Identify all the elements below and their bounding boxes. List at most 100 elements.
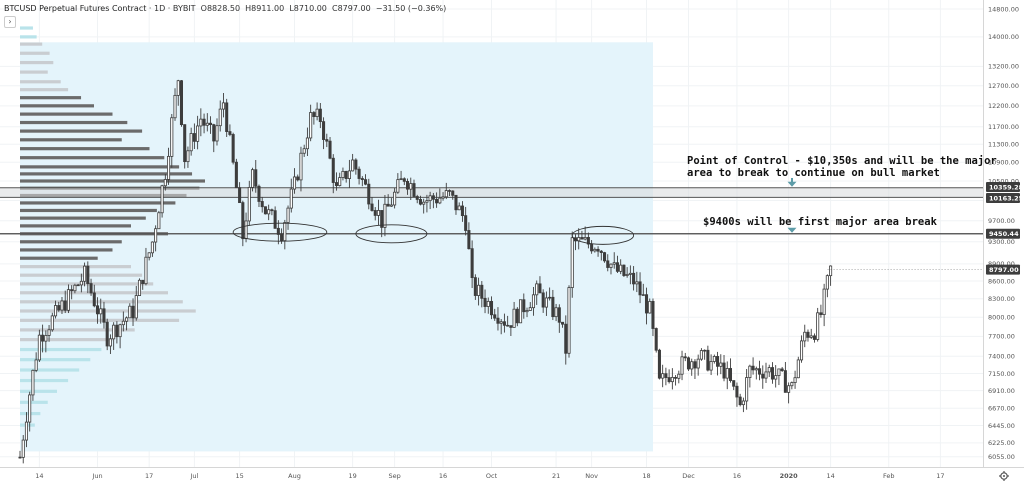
candle-body xyxy=(790,382,794,387)
candle-body xyxy=(380,210,384,228)
candle-body xyxy=(44,335,48,342)
chart-header: BTCUSD Perpetual Futures Contract · 1D ·… xyxy=(4,4,447,13)
candle-body xyxy=(170,117,174,157)
candle-body xyxy=(754,368,758,371)
volume-profile-bar xyxy=(20,156,165,160)
volume-profile-bar xyxy=(20,378,69,383)
candle-body xyxy=(231,134,235,163)
candle-body xyxy=(460,205,464,217)
candle-body xyxy=(719,362,723,367)
candle-body xyxy=(561,321,565,325)
candle-body xyxy=(292,176,297,190)
candle-body xyxy=(370,203,374,211)
candle-body xyxy=(677,373,681,379)
candle-body xyxy=(267,209,271,215)
volume-profile-bar xyxy=(20,256,98,260)
volume-profile-bar xyxy=(20,60,54,65)
candle-body xyxy=(635,281,639,285)
price-tag-bg xyxy=(986,193,1020,204)
candle-body xyxy=(31,369,35,396)
candle-body xyxy=(57,305,61,311)
candle-body xyxy=(751,365,755,371)
candle-body xyxy=(209,122,213,126)
candle-body xyxy=(228,131,232,135)
candle-body xyxy=(712,356,716,362)
volume-profile-bar xyxy=(20,138,122,142)
candle-body xyxy=(373,210,377,216)
candle-body xyxy=(696,358,700,369)
candle-body xyxy=(115,324,119,338)
volume-profile-bar xyxy=(20,309,196,313)
candle-body xyxy=(525,310,529,313)
symbol-name[interactable]: BTCUSD Perpetual Futures Contract xyxy=(4,4,147,13)
candle-body xyxy=(157,212,161,230)
time-tick-label: 15 xyxy=(235,472,243,480)
volume-profile-bar xyxy=(20,240,122,244)
candle-body xyxy=(603,252,607,262)
candle-body xyxy=(444,190,448,198)
candle-body xyxy=(399,178,403,181)
candle-body xyxy=(389,204,393,207)
candle-body xyxy=(357,168,361,179)
volume-profile-bar xyxy=(20,129,143,133)
candle-body xyxy=(18,456,22,459)
price-tick-label: 8600.00 xyxy=(988,277,1015,285)
candle-body xyxy=(441,196,445,199)
candle-body xyxy=(557,307,561,323)
price-tick-label: 8000.00 xyxy=(988,314,1015,322)
candle-body xyxy=(415,196,419,200)
candle-body xyxy=(638,281,642,296)
candle-body xyxy=(548,296,552,299)
candle-body xyxy=(234,161,238,189)
candle-body xyxy=(447,190,452,192)
price-tick-label: 11300.00 xyxy=(988,141,1019,149)
time-tick-label: 16 xyxy=(439,472,447,480)
time-tick-label: 16 xyxy=(733,472,741,480)
candle-body xyxy=(793,377,797,383)
candle-body xyxy=(241,202,245,240)
time-axis[interactable]: 14 Jun 17 Jul 15 Aug 19 Sep 16 Oct 21 Nov 18 Dec 16 202… xyxy=(35,472,944,480)
price-tags: 10359.28 10163.25 9450.44 8797.00 xyxy=(827,182,1024,275)
volume-profile-bar xyxy=(20,88,69,92)
time-tick-label: Feb xyxy=(883,472,895,480)
candle-body xyxy=(186,150,190,163)
candle-body xyxy=(489,300,494,316)
candle-body xyxy=(722,362,726,379)
candle-body xyxy=(735,385,739,398)
candle-body xyxy=(709,361,713,371)
interval[interactable]: 1D xyxy=(154,4,166,13)
price-tick-label: 9700.00 xyxy=(988,217,1015,225)
candle-body xyxy=(167,155,171,180)
candle-body xyxy=(761,373,765,379)
candle-body xyxy=(422,201,426,205)
price-tick-label: 13200.00 xyxy=(988,63,1019,71)
candle-body xyxy=(215,125,219,142)
candle-body xyxy=(302,148,306,154)
settings-icon[interactable] xyxy=(999,471,1009,481)
candle-body xyxy=(609,263,613,268)
time-tick-label: 14 xyxy=(35,472,43,480)
candle-body xyxy=(470,248,474,278)
candle-body xyxy=(367,183,371,205)
candle-body xyxy=(654,328,658,351)
time-tick-label: Oct xyxy=(486,472,498,480)
candle-body xyxy=(425,200,429,203)
collapse-legend-button[interactable]: › xyxy=(4,16,16,28)
candle-body xyxy=(273,210,277,229)
candle-body xyxy=(179,80,184,126)
candle-body xyxy=(725,368,729,379)
candle-body xyxy=(661,373,665,379)
candle-body xyxy=(163,179,167,187)
price-tag-label: 10163.25 xyxy=(989,194,1024,202)
price-tick-label: 10500.00 xyxy=(988,177,1019,185)
candle-body xyxy=(816,312,820,340)
candle-body xyxy=(699,350,703,360)
candle-body xyxy=(418,199,422,205)
volume-profile-bar xyxy=(20,265,131,269)
candle-body xyxy=(829,265,833,277)
candle-body xyxy=(34,359,38,371)
candle-body xyxy=(351,159,355,172)
candle-body xyxy=(680,356,684,375)
candle-body xyxy=(648,300,652,314)
